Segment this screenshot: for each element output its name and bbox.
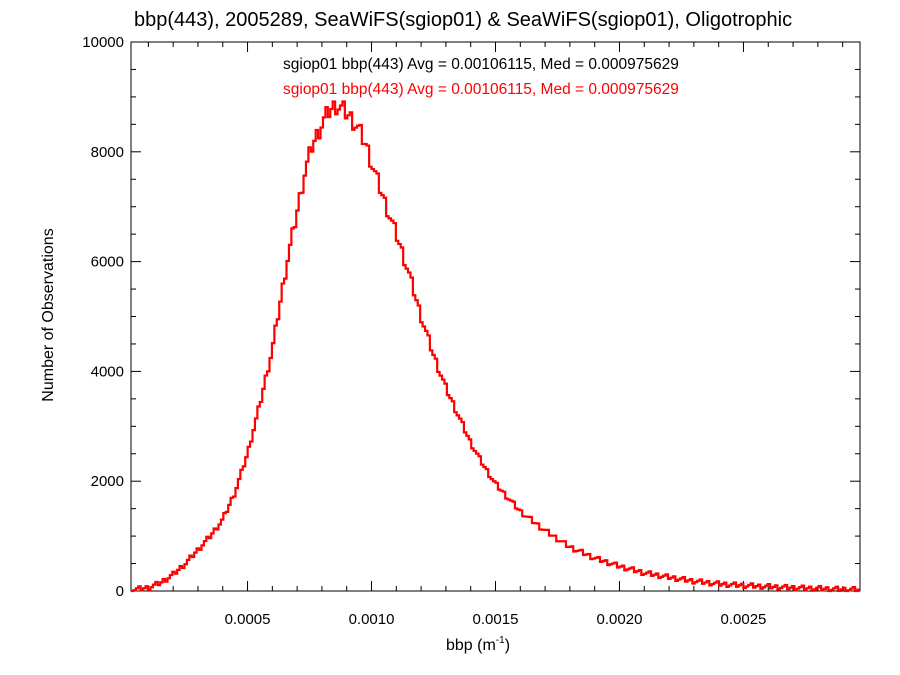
chart-title-text: bbp(443), 2005289, SeaWiFS(sgiop01) & Se… — [134, 9, 793, 31]
x-axis-label: bbp (m-1) — [446, 635, 510, 654]
y-axis-label: Number of Observations — [40, 228, 57, 401]
annotation-black-stats: sgiop01 bbp(443) Avg = 0.00106115, Med =… — [283, 56, 679, 73]
annotation-red-stats: sgiop01 bbp(443) Avg = 0.00106115, Med =… — [283, 81, 679, 98]
y-tick-label: 4000 — [91, 363, 124, 380]
x-tick-label: 0.0010 — [349, 611, 395, 628]
x-tick-label: 0.0020 — [597, 611, 643, 628]
x-tick-label: 0.0015 — [473, 611, 519, 628]
x-axis-label-superscript: -1 — [496, 635, 505, 646]
plot-frame — [130, 41, 861, 592]
y-tick-label: 10000 — [82, 34, 124, 51]
y-tick-label: 6000 — [91, 254, 124, 271]
x-tick-label: 0.0025 — [721, 611, 767, 628]
y-tick-label: 8000 — [91, 144, 124, 161]
y-tick-labels: 0 2000 4000 6000 8000 10000 — [82, 34, 124, 600]
x-tick-label: 0.0005 — [225, 611, 271, 628]
y-tick-label: 2000 — [91, 473, 124, 490]
x-tick-labels: 0.0005 0.0010 0.0015 0.0020 0.0025 — [225, 611, 767, 628]
y-tick-label: 0 — [116, 583, 124, 600]
axis-ticks — [131, 41, 860, 592]
histogram-series-line — [131, 100, 860, 593]
